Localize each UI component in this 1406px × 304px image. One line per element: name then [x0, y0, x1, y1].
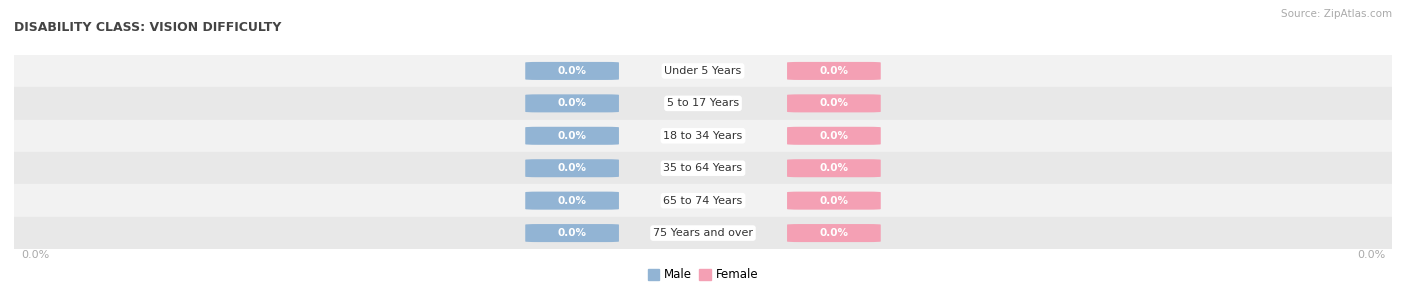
Text: 5 to 17 Years: 5 to 17 Years [666, 98, 740, 108]
Text: 0.0%: 0.0% [21, 250, 49, 260]
Text: 75 Years and over: 75 Years and over [652, 228, 754, 238]
FancyBboxPatch shape [526, 62, 619, 80]
Bar [14, 185, 1392, 217]
Text: 0.0%: 0.0% [558, 163, 586, 173]
FancyBboxPatch shape [526, 192, 619, 210]
FancyBboxPatch shape [526, 94, 619, 112]
Text: Source: ZipAtlas.com: Source: ZipAtlas.com [1281, 9, 1392, 19]
FancyBboxPatch shape [787, 127, 880, 145]
Text: 0.0%: 0.0% [558, 98, 586, 108]
Bar [14, 152, 1392, 185]
Text: 0.0%: 0.0% [820, 196, 848, 206]
Text: 0.0%: 0.0% [1357, 250, 1385, 260]
FancyBboxPatch shape [526, 224, 619, 242]
FancyBboxPatch shape [787, 62, 880, 80]
Text: 18 to 34 Years: 18 to 34 Years [664, 131, 742, 141]
Text: 0.0%: 0.0% [558, 228, 586, 238]
Text: 35 to 64 Years: 35 to 64 Years [664, 163, 742, 173]
Bar [14, 217, 1392, 249]
Text: Under 5 Years: Under 5 Years [665, 66, 741, 76]
Text: DISABILITY CLASS: VISION DIFFICULTY: DISABILITY CLASS: VISION DIFFICULTY [14, 21, 281, 34]
Text: 0.0%: 0.0% [820, 66, 848, 76]
Bar [14, 87, 1392, 119]
Text: 0.0%: 0.0% [820, 163, 848, 173]
Bar [14, 55, 1392, 87]
Text: 0.0%: 0.0% [558, 196, 586, 206]
Legend: Male, Female: Male, Female [643, 264, 763, 286]
FancyBboxPatch shape [787, 94, 880, 112]
FancyBboxPatch shape [526, 159, 619, 177]
FancyBboxPatch shape [787, 192, 880, 210]
Text: 0.0%: 0.0% [820, 98, 848, 108]
Text: 0.0%: 0.0% [820, 228, 848, 238]
Text: 0.0%: 0.0% [558, 131, 586, 141]
Bar [14, 119, 1392, 152]
FancyBboxPatch shape [787, 159, 880, 177]
Text: 65 to 74 Years: 65 to 74 Years [664, 196, 742, 206]
FancyBboxPatch shape [787, 224, 880, 242]
Text: 0.0%: 0.0% [558, 66, 586, 76]
Text: 0.0%: 0.0% [820, 131, 848, 141]
FancyBboxPatch shape [526, 127, 619, 145]
